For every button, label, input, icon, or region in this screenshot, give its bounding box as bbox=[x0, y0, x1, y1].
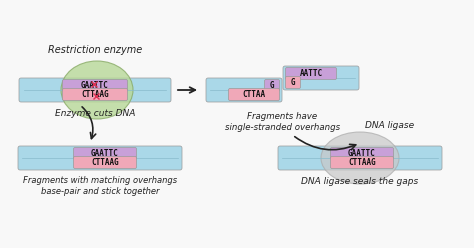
FancyBboxPatch shape bbox=[73, 156, 137, 168]
Text: CTTAA: CTTAA bbox=[242, 90, 265, 99]
Ellipse shape bbox=[321, 132, 399, 184]
Text: CTTAAG: CTTAAG bbox=[91, 158, 119, 167]
FancyBboxPatch shape bbox=[18, 146, 182, 170]
Text: Fragments with matching overhangs
base-pair and stick together: Fragments with matching overhangs base-p… bbox=[23, 176, 177, 196]
Text: CTTAAG: CTTAAG bbox=[348, 158, 376, 167]
Text: Restriction enzyme: Restriction enzyme bbox=[48, 45, 142, 55]
Text: GAATTC: GAATTC bbox=[348, 149, 376, 158]
Text: G: G bbox=[291, 78, 295, 87]
Text: G: G bbox=[270, 81, 274, 90]
FancyBboxPatch shape bbox=[19, 78, 171, 102]
Text: Enzyme cuts DNA: Enzyme cuts DNA bbox=[55, 110, 135, 119]
FancyBboxPatch shape bbox=[63, 80, 128, 92]
FancyBboxPatch shape bbox=[206, 78, 282, 102]
FancyBboxPatch shape bbox=[285, 67, 337, 80]
FancyBboxPatch shape bbox=[285, 76, 301, 89]
FancyBboxPatch shape bbox=[330, 148, 393, 159]
FancyBboxPatch shape bbox=[228, 89, 280, 100]
Ellipse shape bbox=[61, 61, 133, 119]
Text: CTTAAG: CTTAAG bbox=[81, 90, 109, 99]
FancyBboxPatch shape bbox=[283, 66, 359, 90]
Text: AATTC: AATTC bbox=[300, 69, 323, 78]
FancyBboxPatch shape bbox=[73, 148, 137, 159]
FancyBboxPatch shape bbox=[63, 89, 128, 100]
Text: DNA ligase seals the gaps: DNA ligase seals the gaps bbox=[301, 178, 419, 186]
Text: Fragments have
single-stranded overhangs: Fragments have single-stranded overhangs bbox=[225, 112, 340, 132]
Text: GAATTC: GAATTC bbox=[91, 149, 119, 158]
FancyBboxPatch shape bbox=[264, 80, 280, 92]
FancyBboxPatch shape bbox=[330, 156, 393, 168]
FancyBboxPatch shape bbox=[278, 146, 442, 170]
Text: GAATTC: GAATTC bbox=[81, 81, 109, 90]
Text: DNA ligase: DNA ligase bbox=[365, 122, 415, 130]
